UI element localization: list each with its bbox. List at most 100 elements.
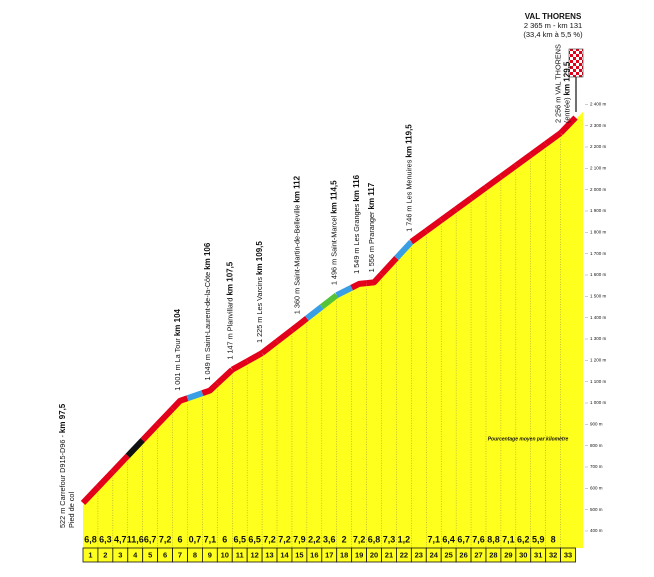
gradient-band bbox=[230, 358, 249, 373]
point-label-part: 1 746 m Les Menuires bbox=[404, 158, 413, 232]
gradient-band bbox=[424, 217, 443, 234]
gradient-label: 7,1 bbox=[427, 534, 440, 544]
gradient-band bbox=[409, 228, 429, 245]
y-tick-label: 900 m bbox=[590, 422, 603, 427]
gradient-band bbox=[260, 339, 279, 356]
gradient-label: 7,2 bbox=[278, 534, 291, 544]
point-label-part: km 106 bbox=[203, 242, 212, 270]
km-number: 33 bbox=[564, 550, 572, 559]
point-label-part: km 114,5 bbox=[330, 180, 339, 214]
gradient-band bbox=[80, 485, 101, 506]
km-number: 15 bbox=[295, 550, 303, 559]
point-label: 1 746 m Les Menuires km 119,5 bbox=[404, 124, 413, 232]
km-number: 6 bbox=[163, 550, 167, 559]
km-number: 7 bbox=[178, 550, 182, 559]
gradient-label: 6,8 bbox=[84, 534, 97, 544]
point-label-part: (entrée) bbox=[563, 95, 572, 123]
km-number: 17 bbox=[325, 550, 333, 559]
y-tick-label: 1 900 m bbox=[590, 208, 607, 213]
km-number: 19 bbox=[355, 550, 363, 559]
gradient-band bbox=[95, 469, 116, 490]
km-number: 27 bbox=[474, 550, 482, 559]
point-label: 1 147 m Planvillard km 107,5 bbox=[225, 261, 234, 359]
km-number: 21 bbox=[385, 550, 393, 559]
gradient-band bbox=[469, 185, 488, 201]
y-tick-label: 700 m bbox=[590, 464, 603, 469]
point-label-part: 2 256 m VAL THORENS bbox=[554, 44, 563, 123]
km-number: 14 bbox=[280, 550, 289, 559]
point-label-part: 1 147 m Planvillard bbox=[225, 296, 234, 360]
point-label-part: 1 225 m Les Varcins bbox=[255, 275, 264, 343]
km-number: 20 bbox=[370, 550, 378, 559]
summit-name: VAL THORENS bbox=[525, 12, 582, 21]
point-label: 1 225 m Les Varcins km 109,5 bbox=[255, 241, 264, 343]
point-label-part: 1 556 m Praranger bbox=[367, 210, 376, 273]
gradient-label: 6,7 bbox=[457, 534, 470, 544]
y-tick-label: 1 200 m bbox=[590, 358, 607, 363]
gradient-band bbox=[275, 327, 294, 344]
gradient-label: 7,6 bbox=[472, 534, 485, 544]
point-label-part: 1 001 m La Tour bbox=[173, 336, 182, 391]
y-tick-label: 1 500 m bbox=[590, 294, 607, 299]
gradient-band bbox=[379, 256, 399, 277]
km-number: 30 bbox=[519, 550, 527, 559]
gradient-band bbox=[170, 395, 189, 411]
y-tick-label: 500 m bbox=[590, 507, 603, 512]
point-label: 1 549 m Les Granges km 116 bbox=[352, 174, 361, 273]
point-label: (entrée) km 129,5 bbox=[563, 61, 572, 123]
gradient-label: 1,2 bbox=[398, 534, 411, 544]
gradient-label: 5,9 bbox=[532, 534, 545, 544]
gradient-band bbox=[528, 141, 548, 158]
legend-note: Pourcentage moyen par kilomètre bbox=[488, 436, 569, 442]
gradient-band bbox=[125, 438, 145, 458]
km-number: 32 bbox=[549, 550, 557, 559]
km-number: 12 bbox=[250, 550, 258, 559]
y-tick-label: 600 m bbox=[590, 486, 603, 491]
km-number: 2 bbox=[103, 550, 107, 559]
gradient-band bbox=[394, 239, 414, 261]
point-label-part: km 104 bbox=[173, 308, 182, 336]
gradient-label: 7,2 bbox=[263, 534, 276, 544]
point-label-part: km 107,5 bbox=[225, 261, 234, 295]
gradient-label: 8,8 bbox=[487, 534, 500, 544]
y-tick-label: 2 400 m bbox=[590, 102, 607, 107]
point-label: Pied de col bbox=[67, 492, 76, 528]
y-tick-label: 1 600 m bbox=[590, 272, 607, 277]
point-label-part: Pied de col bbox=[67, 492, 76, 528]
gradient-label: 0,7 bbox=[189, 534, 202, 544]
gradient-label: 6,5 bbox=[248, 534, 261, 544]
gradient-band bbox=[335, 284, 354, 298]
km-number: 10 bbox=[221, 550, 229, 559]
y-tick-label: 1 800 m bbox=[590, 230, 607, 235]
y-tick-label: 1 000 m bbox=[590, 400, 607, 405]
point-label-part: 1 549 m Les Granges bbox=[352, 202, 361, 274]
km-number: 4 bbox=[133, 550, 138, 559]
gradient-label: 7,1 bbox=[502, 534, 515, 544]
km-cell bbox=[560, 547, 576, 563]
gradient-band bbox=[290, 316, 309, 333]
km-number: 3 bbox=[118, 550, 122, 559]
point-label: 522 m Carrefour D915-D96 - km 97,5 bbox=[58, 403, 67, 528]
gradient-band bbox=[543, 130, 563, 147]
km-number: 22 bbox=[400, 550, 408, 559]
gradient-band bbox=[558, 115, 578, 136]
point-label-part: km 116 bbox=[352, 174, 361, 201]
gradient-band bbox=[514, 152, 533, 169]
gradient-band bbox=[155, 406, 175, 427]
y-tick-label: 400 m bbox=[590, 528, 603, 533]
gradient-label: 6 bbox=[222, 534, 227, 544]
point-label-part: km 97,5 bbox=[58, 403, 67, 433]
profile-area bbox=[83, 111, 583, 549]
y-tick-label: 2 200 m bbox=[590, 144, 607, 149]
gradient-band bbox=[215, 367, 235, 386]
km-number: 24 bbox=[430, 550, 439, 559]
point-label: 1 049 m Saint-Laurent-de-la-Côte km 106 bbox=[203, 242, 212, 380]
y-tick-label: 1 400 m bbox=[590, 315, 607, 320]
gradient-label: 6,7 bbox=[144, 534, 157, 544]
gradient-label: 2,2 bbox=[308, 534, 321, 544]
gradient-label: 6 bbox=[178, 534, 183, 544]
km-number: 1 bbox=[88, 550, 92, 559]
point-label-part: km 109,5 bbox=[255, 241, 264, 275]
point-label: 1 001 m La Tour km 104 bbox=[173, 308, 182, 390]
y-tick-label: 1 700 m bbox=[590, 251, 607, 256]
